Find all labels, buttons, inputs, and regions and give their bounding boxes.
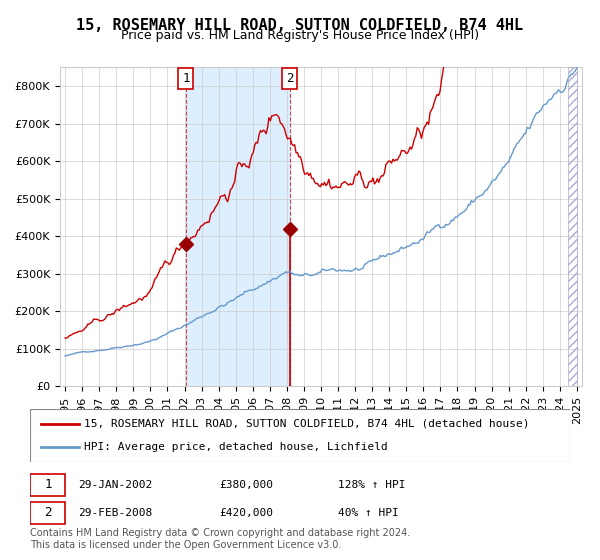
Text: 15, ROSEMARY HILL ROAD, SUTTON COLDFIELD, B74 4HL (detached house): 15, ROSEMARY HILL ROAD, SUTTON COLDFIELD… — [84, 419, 530, 429]
Text: 2: 2 — [286, 72, 293, 85]
Text: 15, ROSEMARY HILL ROAD, SUTTON COLDFIELD, B74 4HL: 15, ROSEMARY HILL ROAD, SUTTON COLDFIELD… — [76, 18, 524, 33]
Text: 29-FEB-2008: 29-FEB-2008 — [79, 508, 153, 518]
FancyBboxPatch shape — [30, 409, 570, 462]
Text: 128% ↑ HPI: 128% ↑ HPI — [338, 480, 406, 490]
Text: Contains HM Land Registry data © Crown copyright and database right 2024.
This d: Contains HM Land Registry data © Crown c… — [30, 528, 410, 550]
Text: 2: 2 — [44, 506, 52, 520]
Text: 40% ↑ HPI: 40% ↑ HPI — [338, 508, 398, 518]
Text: £420,000: £420,000 — [219, 508, 273, 518]
Text: 1: 1 — [44, 478, 52, 492]
Text: 1: 1 — [182, 72, 190, 85]
Text: Price paid vs. HM Land Registry's House Price Index (HPI): Price paid vs. HM Land Registry's House … — [121, 29, 479, 42]
FancyBboxPatch shape — [30, 474, 65, 496]
Text: £380,000: £380,000 — [219, 480, 273, 490]
Text: HPI: Average price, detached house, Lichfield: HPI: Average price, detached house, Lich… — [84, 442, 388, 452]
Bar — [186, 67, 290, 386]
FancyBboxPatch shape — [30, 502, 65, 524]
Text: 29-JAN-2002: 29-JAN-2002 — [79, 480, 153, 490]
